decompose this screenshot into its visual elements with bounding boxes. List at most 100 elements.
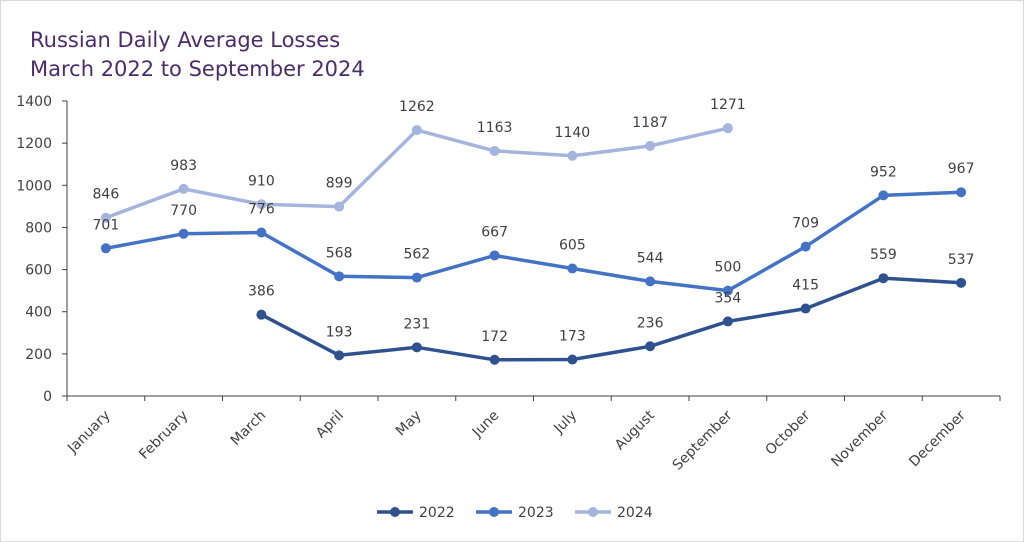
data-label-2022: 231 [404,316,431,332]
data-label-2023: 562 [404,247,431,263]
legend: 2022 2023 2024 [377,505,653,521]
data-point-2022 [956,277,967,288]
x-tick-label: January [64,408,114,458]
data-label-2024: 983 [170,158,197,174]
data-point-2023 [567,263,578,274]
data-label-2024: 1271 [710,97,746,113]
data-label-2024: 846 [93,187,120,203]
data-label-2024: 1163 [477,120,513,136]
data-point-2022 [489,354,500,365]
data-label-2022: 386 [248,284,275,300]
data-point-2024 [411,125,422,136]
data-point-2022 [645,341,656,352]
data-label-2022: 173 [559,329,586,345]
data-point-2023 [645,276,656,287]
x-tick-label: February [136,408,191,463]
chart-title: Russian Daily Average Losses March 2022 … [30,26,365,84]
data-label-2023: 770 [170,203,197,219]
data-label-2024: 910 [248,173,275,189]
data-point-2024 [489,145,500,156]
chart-title-line2: March 2022 to September 2024 [30,57,365,81]
data-label-2024: 1262 [399,99,435,115]
data-label-2022: 354 [715,290,742,306]
y-tick-label: 1000 [16,178,52,194]
data-label-2022: 537 [948,252,975,268]
x-tick-label: September [670,407,736,473]
data-point-2024 [722,123,733,134]
x-tick-label: August [612,407,658,453]
data-label-2023: 701 [93,217,120,233]
data-label-2022: 193 [326,324,353,340]
data-point-2023 [178,228,189,239]
data-label-2022: 172 [481,329,508,345]
data-labels: 386 193 231 172 173 236 354 415 559 537 701 770 776 5… [93,97,975,345]
series-line-2023 [105,190,962,293]
data-label-2023: 667 [481,224,508,240]
series-lines [100,123,967,365]
legend-label-2024: 2024 [617,505,653,521]
y-tick-label: 600 [25,263,52,279]
y-tick-label: 200 [25,347,52,363]
data-label-2022: 559 [870,247,897,263]
x-tick-label: July [550,408,580,438]
data-point-2023 [722,285,733,296]
data-point-2023 [878,190,889,201]
data-label-2023: 967 [948,161,975,177]
data-label-2023: 568 [326,245,353,261]
y-tick-label: 400 [25,305,52,321]
series-line-2022 [260,276,962,362]
data-label-2023: 776 [248,201,275,217]
legend-label-2022: 2022 [419,505,455,521]
data-point-2022 [256,309,267,320]
data-label-2023: 500 [715,260,742,276]
data-label-2023: 544 [637,250,664,266]
x-tick-label: June [469,408,503,442]
legend-marker-2022 [390,507,400,517]
data-label-2022: 236 [637,315,664,331]
legend-marker-2024 [588,507,598,517]
data-label-2024: 1140 [555,125,591,141]
x-tick-label: March [228,408,269,449]
x-tick-label: November [828,407,891,470]
data-point-2022 [800,303,811,314]
data-point-2024 [178,183,189,194]
series-line-2024 [105,126,729,220]
data-label-2023: 605 [559,238,586,254]
y-tick-label: 800 [25,220,52,236]
data-point-2023 [411,272,422,283]
data-label-2023: 952 [870,164,897,180]
data-point-2023 [489,250,500,261]
x-tick-label: December [906,407,969,470]
data-point-2023 [956,187,967,198]
data-point-2023 [334,271,345,282]
data-point-2023 [256,227,267,238]
x-tick-label: May [393,408,425,440]
y-axis-ticks: 0 200 400 600 800 1000 1200 1400 [16,94,67,405]
y-tick-label: 1200 [16,136,52,152]
data-label-2023: 709 [792,216,819,232]
axes [66,101,1000,397]
legend-marker-2023 [489,507,499,517]
y-tick-label: 0 [43,389,52,405]
data-point-2024 [334,201,345,212]
data-point-2022 [411,342,422,353]
data-label-2024: 899 [326,176,353,192]
legend-label-2023: 2023 [518,505,554,521]
data-point-2024 [256,199,267,210]
data-point-2022 [567,354,578,365]
data-point-2022 [878,273,889,284]
y-tick-label: 1400 [16,94,52,110]
data-point-2024 [100,212,111,223]
data-point-2022 [722,316,733,327]
x-axis-ticks: January February March April May June July Augu… [64,396,1001,474]
data-point-2023 [100,243,111,254]
data-label-2024: 1187 [632,115,668,131]
chart-title-line1: Russian Daily Average Losses [30,28,341,52]
x-tick-label: April [313,408,347,442]
data-point-2022 [334,350,345,361]
data-label-2022: 415 [792,278,819,294]
data-point-2024 [567,150,578,161]
data-point-2023 [800,241,811,252]
